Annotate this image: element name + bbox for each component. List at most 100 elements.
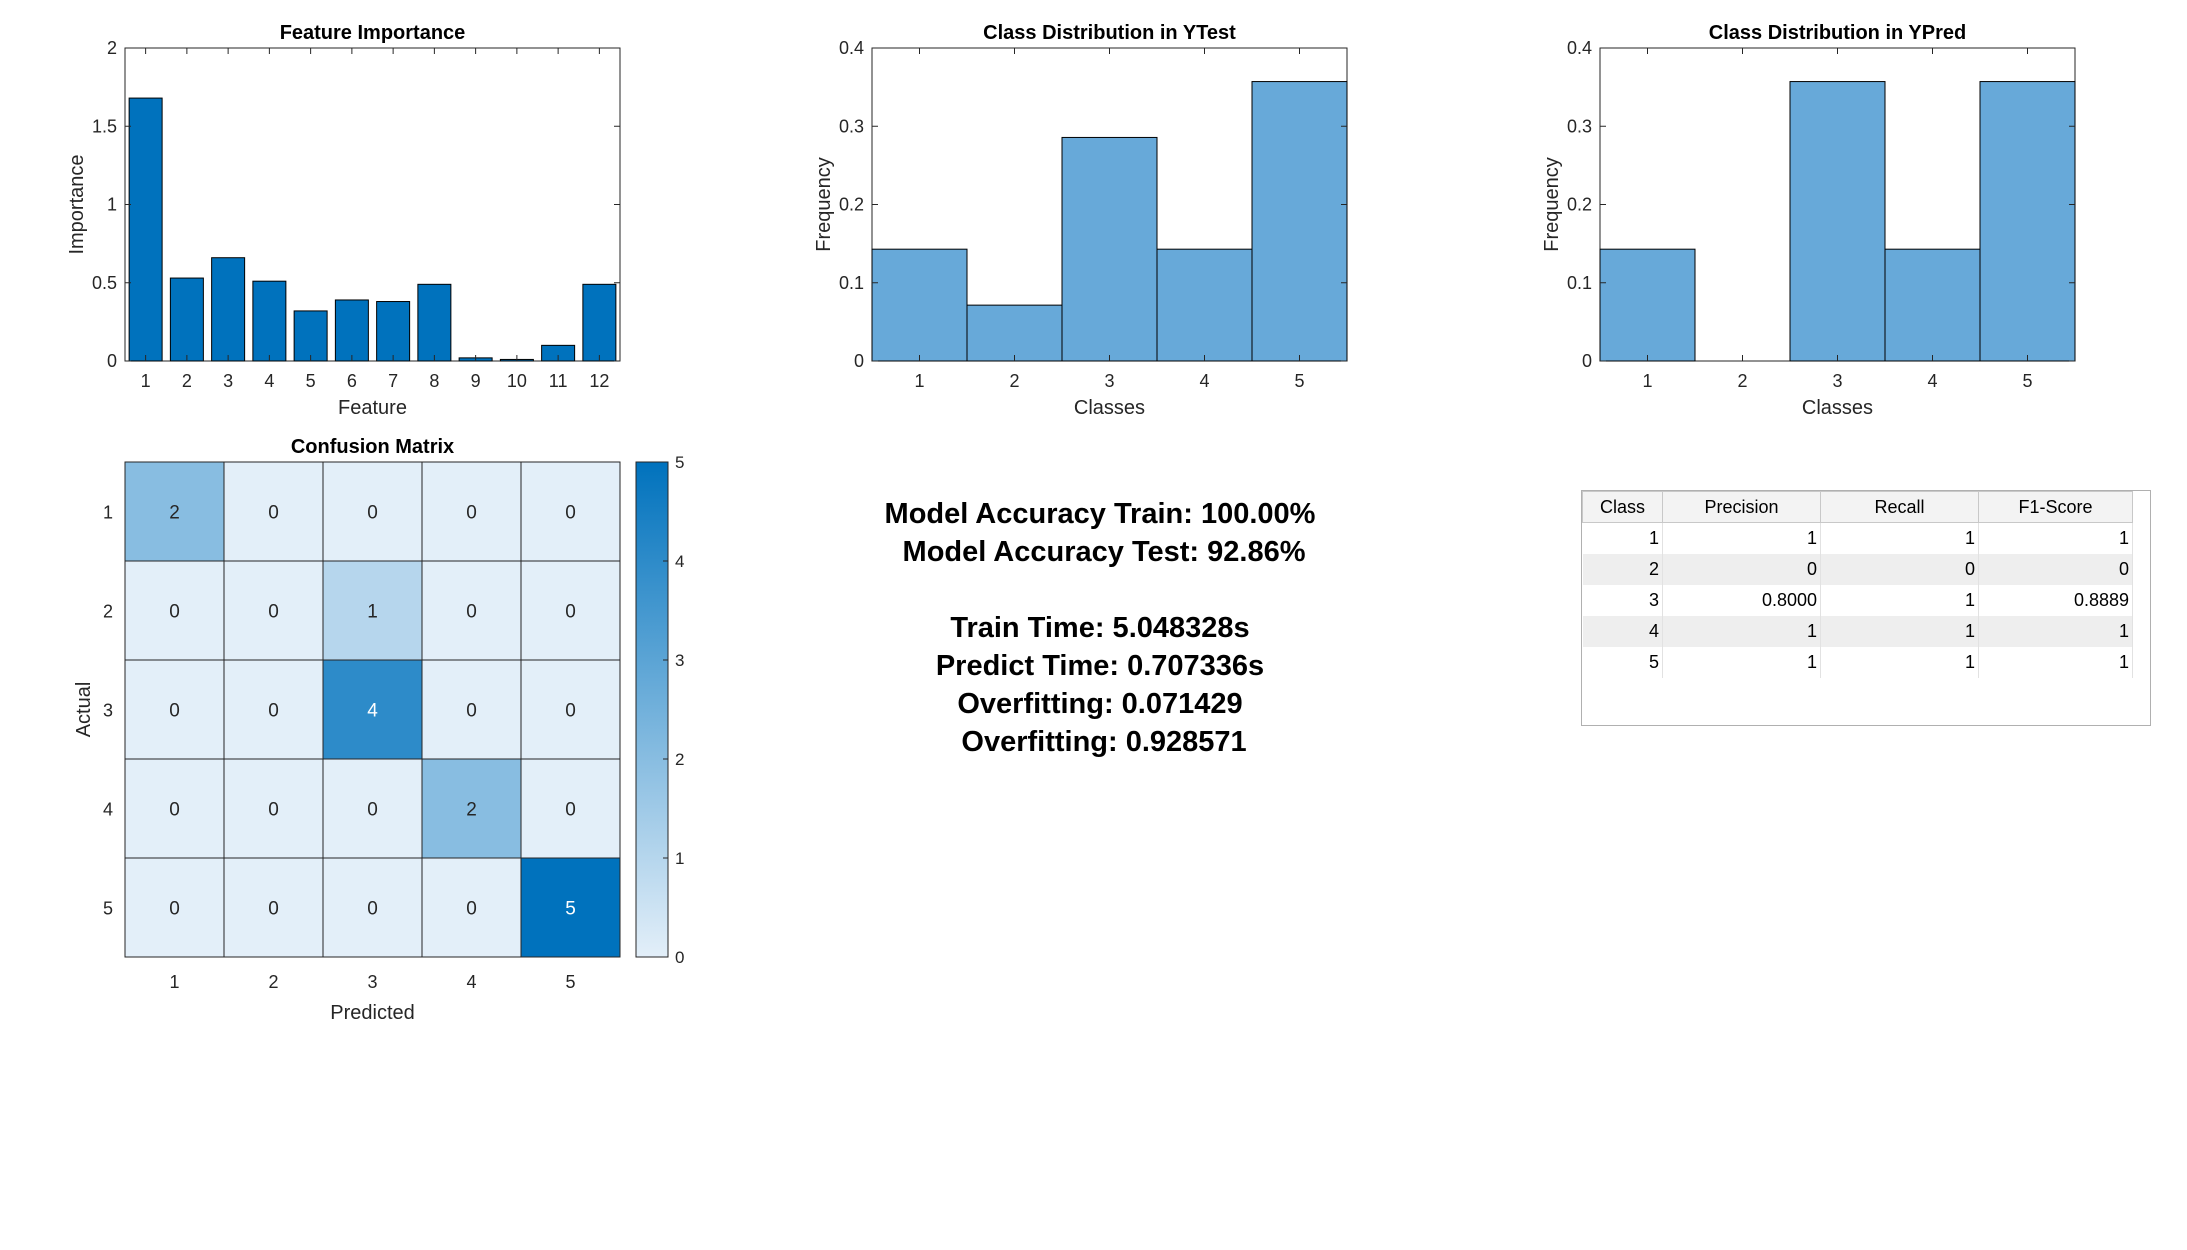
x-tick-label-0: 3	[223, 371, 233, 391]
x-axis-label-1: Classes	[1074, 397, 1145, 419]
heatmap-cell	[124, 560, 225, 661]
table-cell[interactable]: 1	[1662, 522, 1821, 554]
table-header-row: Class Precision Recall F1-Score	[1582, 491, 2133, 523]
table-row[interactable]: 4 1 1 1	[1582, 616, 2133, 647]
heatmap-y-axis-label: Actual	[73, 682, 95, 738]
table-row[interactable]: 5 1 1 1	[1582, 647, 2133, 678]
column-header[interactable]: F1-Score	[1978, 491, 2133, 523]
x-tick-label-0: 7	[388, 371, 398, 391]
heatmap-y-tick-label: 5	[103, 899, 113, 919]
heatmap-cell	[223, 560, 324, 661]
table-cell[interactable]: 1	[1978, 616, 2133, 647]
heatmap-cell	[322, 461, 423, 562]
table-row[interactable]: 1 1 1 1	[1582, 522, 2133, 554]
heatmap-cell-value: 0	[169, 602, 180, 623]
bar-0-1	[128, 97, 163, 362]
heatmap-cell-value: 0	[565, 701, 576, 722]
heatmap-cell-value: 0	[466, 602, 477, 623]
heatmap-cell-value: 2	[466, 800, 477, 821]
heatmap-cell	[322, 659, 423, 760]
heatmap-cell-value: 0	[169, 701, 180, 722]
table-cell[interactable]: 1	[1820, 647, 1979, 678]
heatmap-cell-value: 4	[367, 701, 378, 722]
y-tick-label-1: 0	[854, 351, 864, 371]
y-tick-label-2: 0.3	[1567, 116, 1592, 136]
heatmap-cell	[520, 560, 621, 661]
heatmap-cell	[124, 758, 225, 859]
table-cell[interactable]: 1	[1582, 522, 1663, 554]
heatmap-y-tick-label: 2	[103, 602, 113, 622]
bar-0-8	[417, 283, 452, 362]
x-tick-label-2: 1	[1642, 371, 1652, 391]
x-tick-label-1: 4	[1199, 371, 1209, 391]
x-tick-label-2: 5	[2022, 371, 2032, 391]
y-tick-label-1: 0.4	[839, 38, 864, 58]
per-class-metrics-table[interactable]: Class Precision Recall F1-Score 1 1 1 1 …	[1581, 490, 2151, 726]
y-tick-label-2: 0.2	[1567, 195, 1592, 215]
x-tick-label-0: 12	[589, 371, 609, 391]
x-tick-label-2: 3	[1832, 371, 1842, 391]
y-axis-label-1: Frequency	[813, 157, 835, 252]
heatmap-cell-value: 0	[268, 701, 279, 722]
table-cell[interactable]: 1	[1662, 616, 1821, 647]
x-tick-label-1: 1	[914, 371, 924, 391]
x-tick-label-1: 2	[1009, 371, 1019, 391]
table-cell[interactable]: 3	[1582, 585, 1663, 616]
column-header[interactable]: Precision	[1662, 491, 1821, 523]
x-tick-label-0: 4	[264, 371, 274, 391]
x-tick-label-0: 2	[182, 371, 192, 391]
bar-1-5	[1251, 81, 1348, 362]
column-header[interactable]: Recall	[1820, 491, 1979, 523]
table-row[interactable]: 3 0.8000 1 0.8889	[1582, 585, 2133, 616]
bar-1-1	[871, 248, 968, 362]
table-cell[interactable]: 1	[1820, 522, 1979, 554]
heatmap-cell	[223, 461, 324, 562]
x-tick-label-1: 3	[1104, 371, 1114, 391]
colorbar-tick-label: 1	[675, 849, 684, 868]
heatmap-cell	[124, 857, 225, 958]
table-cell[interactable]: 1	[1662, 647, 1821, 678]
x-tick-label-2: 4	[1927, 371, 1937, 391]
x-tick-label-2: 2	[1737, 371, 1747, 391]
table-cell[interactable]: 1	[1978, 647, 2133, 678]
heatmap-cell-value: 0	[169, 800, 180, 821]
table-cell[interactable]: 0.8889	[1978, 585, 2133, 616]
table-cell[interactable]: 1	[1820, 616, 1979, 647]
heatmap-cell	[124, 659, 225, 760]
table-cell[interactable]: 1	[1820, 585, 1979, 616]
heatmap-cell-value: 0	[565, 503, 576, 524]
model-metrics-text: Model Accuracy Train: 100.00% Model Accu…	[800, 495, 1400, 761]
bar-2-5	[1979, 81, 2076, 362]
heatmap-x-tick-label: 1	[169, 972, 179, 992]
heatmap-title: Confusion Matrix	[291, 436, 454, 458]
column-header[interactable]: Class	[1582, 491, 1663, 523]
colorbar-tick-label: 2	[675, 750, 684, 769]
table-cell[interactable]: 1	[1978, 522, 2133, 554]
table-cell[interactable]: 0.8000	[1662, 585, 1821, 616]
bar-1-3	[1061, 136, 1158, 362]
x-axis-label-0: Feature	[338, 397, 407, 419]
heatmap-cell	[421, 857, 522, 958]
table-cell[interactable]: 0	[1820, 554, 1979, 585]
table-cell[interactable]: 0	[1662, 554, 1821, 585]
heatmap-cell-value: 0	[268, 800, 279, 821]
train-time-label: Train Time: 5.048328s	[950, 612, 1250, 644]
heatmap-cell	[520, 758, 621, 859]
table-cell[interactable]: 0	[1978, 554, 2133, 585]
predict-time-label: Predict Time: 0.707336s	[935, 650, 1265, 682]
y-tick-label-0: 1	[107, 195, 117, 215]
table-row[interactable]: 2 0 0 0	[1582, 554, 2133, 585]
table-cell[interactable]: 5	[1582, 647, 1663, 678]
heatmap-x-tick-label: 3	[367, 972, 377, 992]
heatmap-cell-value: 0	[268, 899, 279, 920]
table-cell[interactable]: 2	[1582, 554, 1663, 585]
heatmap-cell	[322, 560, 423, 661]
x-tick-label-0: 8	[429, 371, 439, 391]
y-tick-label-1: 0.2	[839, 195, 864, 215]
bar-0-6	[334, 299, 369, 362]
heatmap-x-axis-label: Predicted	[330, 1002, 415, 1024]
heatmap-y-tick-label: 3	[103, 701, 113, 721]
table-cell[interactable]: 4	[1582, 616, 1663, 647]
heatmap-cell-value: 0	[367, 800, 378, 821]
